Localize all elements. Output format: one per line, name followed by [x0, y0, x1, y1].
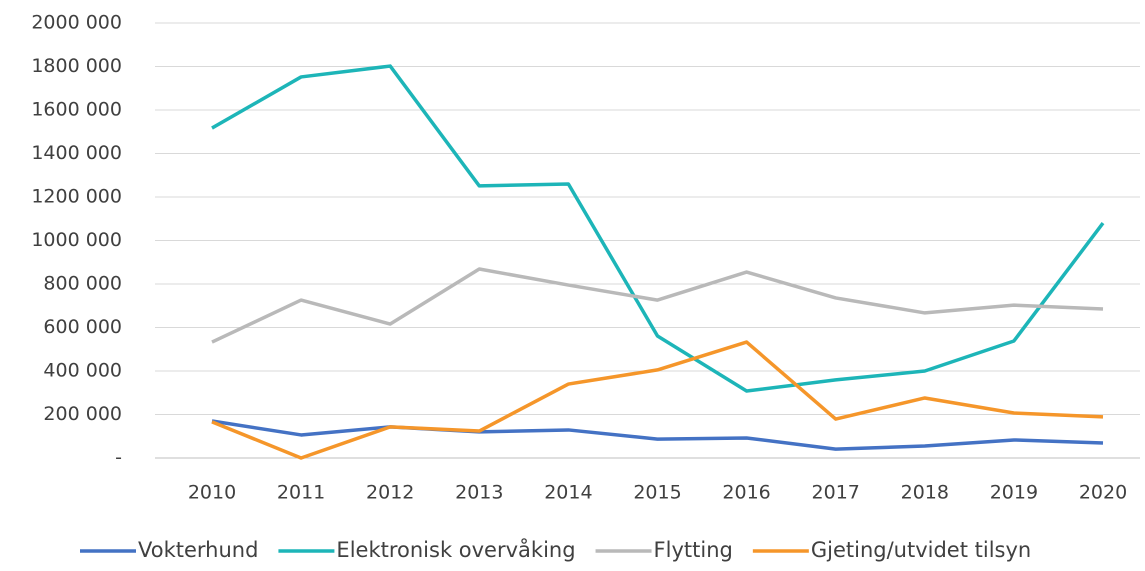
x-tick-label: 2018 [901, 482, 949, 504]
x-tick-label: 2019 [990, 482, 1038, 504]
x-tick-label: 2012 [366, 482, 414, 504]
legend-label: Vokterhund [138, 538, 258, 562]
legend-label: Gjeting/utvidet tilsyn [811, 538, 1031, 562]
x-tick-label: 2010 [188, 482, 236, 504]
y-tick-label: 1400 000 [31, 142, 122, 164]
x-tick-label: 2011 [277, 482, 325, 504]
y-tick-label: 2000 000 [31, 12, 122, 34]
y-tick-label: 1800 000 [31, 55, 122, 77]
series-line [211, 64, 1105, 393]
legend-label: Flytting [654, 538, 733, 562]
x-tick-label: 2017 [812, 482, 860, 504]
x-tick-label: 2020 [1079, 482, 1127, 504]
x-tick-label: 2015 [633, 482, 681, 504]
series-line [211, 419, 1104, 451]
y-tick-label: 200 000 [43, 403, 122, 425]
y-tick-label: 1000 000 [31, 229, 122, 251]
legend-label: Elektronisk overvåking [336, 537, 575, 562]
x-tick-label: 2013 [455, 482, 503, 504]
series-line [211, 340, 1104, 460]
y-tick-label: 600 000 [43, 316, 122, 338]
x-tick-label: 2014 [544, 482, 592, 504]
y-tick-label: 1200 000 [31, 186, 122, 208]
y-tick-label: - [115, 447, 122, 469]
y-tick-label: 400 000 [43, 360, 122, 382]
x-tick-label: 2016 [722, 482, 770, 504]
series-line [211, 267, 1104, 344]
y-tick-label: 1600 000 [31, 99, 122, 121]
y-tick-label: 800 000 [43, 273, 122, 295]
